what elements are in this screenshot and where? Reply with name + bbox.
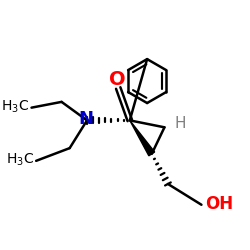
Text: H$_3$C: H$_3$C bbox=[6, 152, 34, 168]
Text: H: H bbox=[175, 116, 186, 131]
Text: O: O bbox=[109, 70, 125, 89]
Text: OH: OH bbox=[205, 194, 233, 212]
Polygon shape bbox=[130, 120, 155, 156]
Text: H$_3$C: H$_3$C bbox=[1, 98, 29, 115]
Text: N: N bbox=[78, 110, 93, 128]
